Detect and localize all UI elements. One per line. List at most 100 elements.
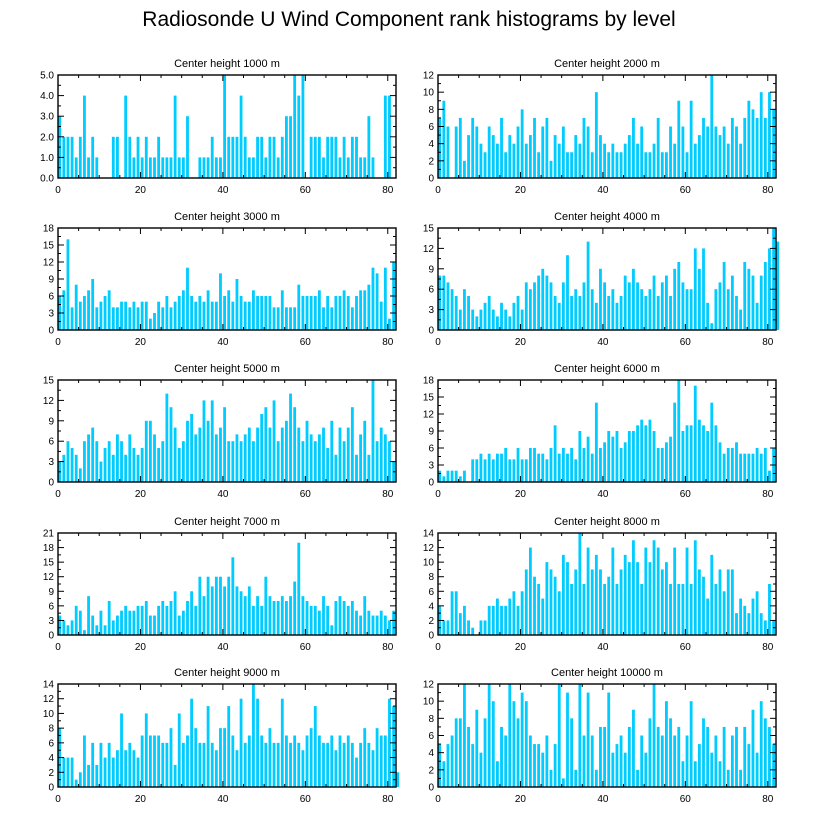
panel-9-bar: [346, 735, 350, 787]
panel-9-xtick-label: 40: [217, 794, 229, 805]
panel-2-bar: [594, 92, 598, 178]
panel-4-ytick-label: 15: [423, 224, 435, 235]
panel-8-bar: [730, 569, 734, 635]
panel-6-bar: [491, 459, 495, 482]
panel-9-bar: [264, 742, 268, 787]
panel-9-bar: [375, 728, 379, 787]
panel-7-bar: [322, 596, 325, 635]
panel-7-ytick-label: 15: [43, 558, 55, 569]
panel-6-bar: [479, 453, 483, 482]
panel-6-bar: [594, 402, 598, 482]
panel-7-bar: [91, 615, 95, 635]
panel-3-bar: [78, 301, 82, 330]
panel-8-bar: [467, 620, 470, 635]
panel-9-bar: [231, 735, 235, 787]
panel-4-bar: [722, 262, 726, 330]
panel-5-bar: [219, 427, 222, 482]
panel-3-bar: [239, 296, 243, 330]
panel-7-bar: [153, 615, 156, 635]
panel-6-bar: [566, 453, 569, 482]
panel-5-xtick-label: 40: [217, 489, 229, 500]
panel-1-ytick-label: 2.0: [40, 132, 54, 143]
panel-6-bar: [722, 453, 726, 482]
panel-6-bar: [578, 431, 582, 482]
panel-8-bar: [747, 613, 751, 635]
panel-1-xtick-label: 20: [135, 185, 147, 196]
panel-4-bar: [582, 282, 586, 330]
panel-10: Center height 10000 m 0 20 40 60 80 0 2 4 6 8 10 12: [423, 667, 777, 805]
panel-1-bar: [161, 157, 165, 178]
panel-10-bar: [730, 735, 734, 787]
panel-10-bar: [570, 718, 574, 787]
panel-6-bar: [751, 453, 755, 482]
panel-1-bar: [198, 157, 202, 178]
panel-9-ytick-label: 14: [43, 680, 55, 691]
panel-10-bar: [772, 744, 775, 787]
panel-9-bar: [107, 742, 111, 787]
panel-4-bar: [467, 296, 470, 330]
panel-4-bar: [438, 275, 442, 330]
panel-6-bar: [730, 448, 734, 482]
panel-7-bar: [227, 576, 231, 635]
panel-9-bar: [227, 706, 231, 787]
panel-3-bar: [330, 307, 334, 330]
panel-7-bar: [313, 605, 317, 635]
panel-8-bar: [541, 598, 545, 635]
panel-10-bar: [537, 744, 541, 787]
panel-6-bar: [586, 436, 590, 482]
panel-9-ytick-label: 12: [43, 694, 55, 705]
panel-10-bar: [524, 701, 528, 787]
panel-3-bar: [91, 279, 95, 330]
panel-10-bar: [508, 684, 512, 787]
panel-7-title: Center height 7000 m: [174, 516, 280, 528]
panel-7-bar: [124, 605, 128, 635]
panel-10-bar: [644, 752, 648, 787]
panel-5-bar: [346, 427, 350, 482]
panel-9-bar: [268, 728, 272, 787]
panel-8-xtick-label: 60: [680, 642, 692, 653]
panel-9-bar: [202, 742, 206, 787]
panel-6-bar: [533, 448, 536, 482]
panel-9-bar: [243, 742, 247, 787]
panel-9-bar: [95, 764, 99, 787]
panel-7-bar: [165, 605, 169, 635]
panel-3-bar: [235, 279, 239, 330]
panel-3-bar: [210, 301, 214, 330]
panel-4-ytick-label: 3: [428, 305, 434, 316]
panel-1-xtick-label: 0: [55, 185, 61, 196]
panel-3-bar: [256, 296, 259, 330]
panel-4-xtick-label: 20: [515, 337, 527, 348]
panel-8-bar: [594, 554, 598, 635]
panel-2-bar: [491, 135, 495, 178]
panel-3-bar: [111, 307, 115, 330]
panel-4-ytick-label: 0: [428, 326, 434, 337]
panel-7-ytick-label: 21: [43, 529, 55, 540]
panel-1-bar: [186, 116, 189, 178]
panel-8-bar: [463, 605, 466, 635]
panel-6-title: Center height 6000 m: [554, 363, 660, 375]
panel-3-bar: [350, 307, 354, 330]
panel-1-bar: [313, 136, 317, 178]
panel-1-bar: [293, 75, 297, 178]
panel-5-ytick-label: 0: [48, 478, 54, 489]
panel-9-bar: [276, 742, 280, 787]
panel-2-bar: [611, 143, 615, 178]
panel-1-bar: [181, 157, 185, 178]
panel-10-bar: [726, 769, 730, 787]
panel-3-ytick-label: 3: [48, 309, 54, 320]
panel-8-bar: [442, 620, 446, 635]
panel-3-xtick-label: 0: [55, 337, 61, 348]
panel-7-bar: [132, 610, 136, 635]
panel-4-bar: [574, 289, 578, 330]
panel-5-bar: [379, 427, 383, 482]
panel-8-bar: [578, 533, 582, 635]
panel-7-bar: [58, 615, 62, 635]
panel-2-bar: [623, 143, 627, 178]
panel-10-xtick-label: 60: [680, 794, 692, 805]
panel-4-bar: [706, 302, 710, 330]
panel-7-bar: [161, 601, 165, 635]
panel-10-bar: [611, 752, 615, 787]
panel-10-bar: [599, 726, 602, 787]
panel-10-bar: [768, 726, 771, 787]
panel-3-bar: [367, 284, 371, 330]
